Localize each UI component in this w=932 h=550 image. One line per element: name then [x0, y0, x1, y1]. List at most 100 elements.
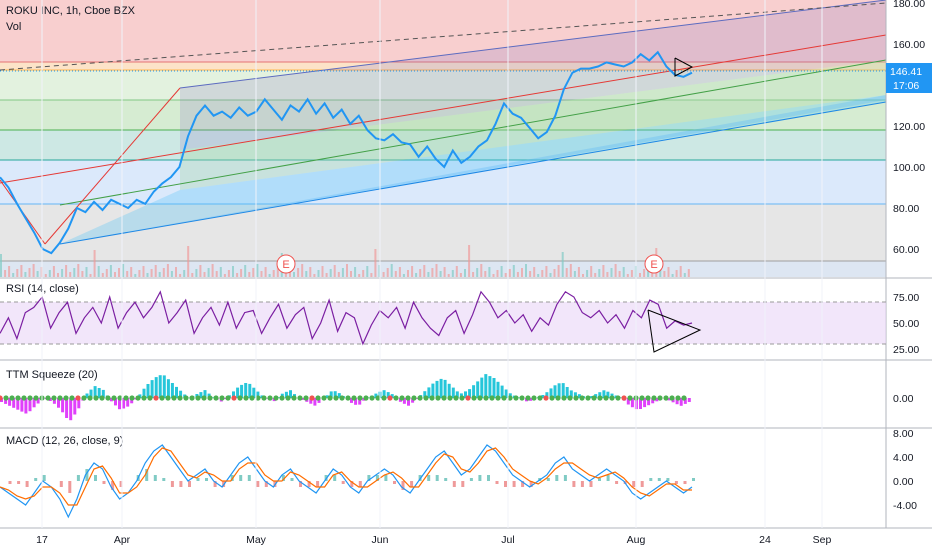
- volume-bar: [337, 272, 340, 277]
- volume-bar: [309, 267, 312, 277]
- macd-hist-bar: [666, 478, 670, 481]
- ttm-bar: [415, 398, 419, 399]
- macd-hist-bar: [563, 475, 567, 481]
- volume-bar: [468, 245, 471, 277]
- volume-bar: [382, 272, 385, 277]
- macd-hist-bar: [350, 481, 354, 487]
- ttm-dot: [627, 395, 633, 401]
- ttm-bar: [553, 385, 557, 398]
- ttm-dot: [231, 395, 237, 401]
- ttm-dot: [219, 395, 225, 401]
- volume-bar: [675, 270, 678, 277]
- macd-hist-bar: [196, 478, 200, 481]
- ttm-bar: [236, 387, 240, 398]
- ttm-bar: [36, 398, 40, 404]
- macd-hist-bar: [384, 475, 388, 481]
- ttm-bar: [480, 377, 484, 398]
- volume-bar: [264, 267, 267, 277]
- volume-bar: [582, 274, 584, 277]
- volume-bar: [276, 266, 279, 277]
- ttm-bar: [427, 387, 431, 398]
- ttm-dot: [201, 395, 207, 401]
- ttm-bar: [358, 398, 362, 405]
- price-badge: 146.41 17:06: [886, 63, 932, 93]
- pitchfork: [0, 0, 887, 245]
- volume-bar: [545, 266, 548, 277]
- volume-bar: [0, 254, 2, 277]
- earnings-marker-2[interactable]: E: [644, 254, 664, 274]
- volume-bar: [423, 265, 426, 277]
- ttm-dot: [129, 395, 135, 401]
- ttm-dot: [321, 395, 327, 401]
- volume-bar: [187, 246, 190, 277]
- macd-hist-bar: [504, 481, 507, 487]
- volume-bar: [492, 274, 495, 277]
- volume-bar: [207, 268, 210, 277]
- ttm-dot: [375, 395, 381, 401]
- ttm-dot: [537, 395, 543, 401]
- price-line[interactable]: [0, 50, 693, 255]
- fib-band-gray: [0, 204, 886, 261]
- ttm-bar: [89, 389, 93, 398]
- ttm-pane[interactable]: TTM Squeeze (20): [0, 369, 691, 421]
- ttm-bar: [138, 394, 142, 398]
- ttm-bar: [130, 398, 134, 404]
- volume-bar: [614, 264, 617, 277]
- ttm-dot: [237, 395, 243, 401]
- ttm-dot: [465, 395, 471, 401]
- volume-bar: [439, 271, 442, 277]
- ttm-bar: [382, 390, 386, 398]
- ttm-bar: [651, 398, 655, 404]
- macd-tick-label: 4.00: [893, 452, 914, 464]
- ttm-dot: [519, 395, 525, 401]
- ttm-bar: [439, 378, 443, 398]
- ttm-bar: [24, 398, 28, 414]
- volume-bar: [529, 271, 532, 277]
- ttm-bar: [655, 398, 659, 402]
- volume-bar: [374, 249, 377, 277]
- volume-bar: [577, 267, 580, 277]
- time-tick-label: 24: [759, 534, 771, 546]
- ttm-bar: [4, 398, 8, 404]
- earnings-marker-1[interactable]: E: [276, 254, 296, 274]
- price-badge-value: 146.41: [890, 66, 922, 78]
- macd-hist-bar: [521, 481, 525, 487]
- ttm-bar: [57, 398, 60, 408]
- macd-histogram: [8, 469, 695, 493]
- ttm-bar: [118, 398, 121, 410]
- macd-hist-bar: [529, 481, 533, 487]
- macd-hist-bar: [615, 481, 619, 484]
- volume-bar: [565, 268, 568, 277]
- ttm-bar: [333, 391, 337, 398]
- price-tick-label: 100.00: [893, 162, 925, 174]
- ttm-bar: [232, 391, 235, 398]
- rsi-axis: 75.00 50.00 25.00: [893, 292, 919, 356]
- ttm-dot: [417, 395, 423, 401]
- volume-bar: [73, 268, 76, 277]
- rsi-pane[interactable]: RSI (14, close): [0, 283, 886, 353]
- ttm-axis: 0.00: [893, 393, 914, 405]
- ttm-dot: [147, 395, 153, 401]
- ttm-bar: [451, 387, 455, 398]
- time-axis[interactable]: 17 Apr May Jun Jul Aug 24 Sep: [36, 0, 831, 546]
- macd-hist-bar: [401, 481, 405, 490]
- ttm-bar: [488, 376, 492, 398]
- ttm-dot: [651, 395, 657, 401]
- macd-pane[interactable]: MACD (12, 26, close, 9): [0, 435, 695, 519]
- volume-bar: [191, 273, 194, 277]
- ttm-bar: [447, 383, 451, 398]
- volume-bar: [533, 267, 536, 277]
- macd-hist-bar: [461, 481, 465, 487]
- price-tick-label: 180.00: [893, 0, 925, 10]
- volume-bar: [101, 273, 104, 277]
- pitchfork-mid-fill: [180, 60, 886, 190]
- ttm-bar: [162, 375, 166, 398]
- ttm-bar: [52, 398, 56, 404]
- volume-bar: [138, 270, 141, 277]
- volume-bar: [317, 270, 320, 277]
- macd-hist-bar: [188, 481, 191, 487]
- volume-bar: [390, 264, 393, 277]
- volume-bar: [525, 264, 527, 277]
